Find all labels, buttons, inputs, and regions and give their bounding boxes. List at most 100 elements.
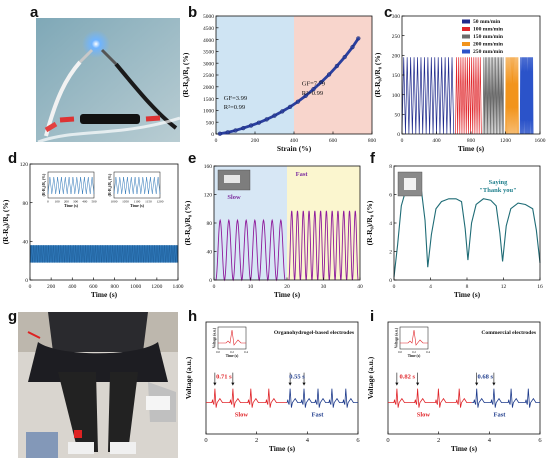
panel-label-a: a <box>30 4 39 21</box>
data-point <box>311 87 316 92</box>
y-tick-label: 40 <box>207 250 213 256</box>
y-tick-label: 100 <box>392 93 401 99</box>
data-point <box>248 123 254 128</box>
y-tick-label: 250 <box>392 34 401 40</box>
legend-label-0: 50 mm/min <box>473 19 501 25</box>
y-axis-label: (R-R₀)/R₀ (%) <box>183 200 192 245</box>
series-line-3 <box>505 57 519 135</box>
inset-tick-label: 0 <box>47 200 49 204</box>
inset-tick-label: 500 <box>91 200 96 204</box>
y-tick-label: 6 <box>389 193 392 199</box>
y-tick-label: 0 <box>211 132 214 138</box>
data-point <box>272 113 277 118</box>
y-tick-label: 120 <box>20 162 29 168</box>
legend-swatch-3 <box>462 42 470 46</box>
inset-x-label: Time (s) <box>408 354 421 358</box>
legend-swatch-1 <box>462 27 470 31</box>
inset-y-label: (R-R₀)/R₀ (%) <box>42 173 46 196</box>
fast-interval-arrowhead <box>492 382 496 386</box>
inset-x-label: Time (s) <box>130 203 145 208</box>
x-tick-label: 200 <box>47 284 56 290</box>
x-tick-label: 1000 <box>130 284 141 290</box>
fast-interval-label: 0.55 s <box>289 374 305 381</box>
fast-label: Fast <box>312 412 325 419</box>
plot-frame <box>29 163 179 281</box>
shaded-region-1 <box>294 16 372 134</box>
x-tick-label: 6 <box>356 437 360 444</box>
y-axis-label: Voltage (a.u.) <box>184 356 193 399</box>
x-tick-label: 0 <box>215 138 218 144</box>
chart-h-ecg-organohydrogel: 0 2 4 6 Time (s) Voltage (a.u.) 0.71 s 0.55 s Sl… <box>184 321 360 453</box>
x-tick-label: 8 <box>466 284 469 290</box>
inset-line-0 <box>47 176 95 195</box>
legend-label-1: 100 mm/min <box>473 27 504 33</box>
data-point <box>303 93 308 98</box>
inset-tick-label: 300 <box>73 200 78 204</box>
data-point <box>241 125 246 131</box>
slow-interval-label: 0.71 s <box>216 374 232 381</box>
y-tick-label: 50 <box>395 113 401 119</box>
data-curve <box>218 37 360 136</box>
chart-b-strain-response: 0 200 400 600 800 0 500 1000 1500 2000 2500 3000 350… <box>182 14 377 153</box>
data-point <box>342 54 347 60</box>
x-tick-label: 0 <box>213 284 216 290</box>
inset-tick-label: 1150 <box>145 200 152 204</box>
y-tick-label: 1500 <box>203 97 214 103</box>
chart-e-finger-bending: 0 10 20 30 40 0 40 80 120 160 Time (s) (R-R₀)/R₀ (%… <box>183 164 363 299</box>
x-tick-label: 1200 <box>151 284 162 290</box>
x-tick-label: 12 <box>501 284 507 290</box>
x-tick-label: 400 <box>290 138 299 144</box>
annotation-gf-2: GF=7.79 <box>302 81 325 88</box>
fast-label: Fast <box>494 412 507 419</box>
inset-tick-label: 0.2 <box>412 350 416 354</box>
series-line-4 <box>519 57 534 135</box>
inset-y-label: (R-R₀)/R₀ (%) <box>108 173 112 196</box>
chart-title: Commercial electrodes <box>481 330 536 336</box>
legend-label-3: 200 mm/min <box>473 42 504 48</box>
data-point <box>295 99 300 104</box>
y-axis-label: (R-R₀)/R₀ (%) <box>2 199 10 244</box>
x-tick-label: 800 <box>110 284 119 290</box>
legend-label-2: 150 mm/min <box>473 34 504 40</box>
y-tick-label: 0 <box>397 132 400 138</box>
y-tick-label: 500 <box>206 120 215 126</box>
y-axis-label: (R-R₀)/R₀ (%) <box>374 52 382 97</box>
x-tick-label: 400 <box>432 138 441 144</box>
y-axis-label: (R-R₀)/R₀ (%) <box>365 200 374 245</box>
panel-label-h: h <box>188 308 198 325</box>
photo-circuit-led <box>36 18 180 142</box>
inset-tick-label: 0.4 <box>426 350 430 354</box>
y-tick-label: 300 <box>392 14 401 20</box>
x-tick-label: 800 <box>368 138 377 144</box>
x-tick-label: 16 <box>537 284 543 290</box>
legend-swatch-2 <box>462 34 470 39</box>
x-axis-label: Time (s) <box>451 444 478 453</box>
y-tick-label: 3000 <box>203 61 214 67</box>
y-tick-label: 0 <box>209 278 212 284</box>
data-point <box>225 130 230 135</box>
ecg-slow-trace <box>388 388 472 408</box>
inset-beat <box>400 329 428 346</box>
x-axis-label: Time (s) <box>454 290 481 299</box>
panel-label-d: d <box>8 150 18 167</box>
inset-tick-label: 400 <box>82 200 87 204</box>
chart-i-ecg-commercial: 0 2 4 6 Time (s) Voltage (a.u.) 0.82 s 0.68 s Sl… <box>366 321 542 453</box>
data-point <box>334 63 339 69</box>
legend-label-4: 250 mm/min <box>473 49 504 55</box>
cycling-band <box>30 245 178 263</box>
series-line-0 <box>401 57 455 135</box>
inset-tick-label: 0.0 <box>398 350 402 354</box>
panel-label-b: b <box>188 4 198 21</box>
y-tick-label: 5000 <box>203 14 214 20</box>
y-tick-label: 0 <box>389 278 392 284</box>
ecg-fast-trace <box>471 388 540 408</box>
slow-interval-arrowhead <box>213 382 217 386</box>
inset-tick-label: 0.0 <box>216 350 220 354</box>
data-point <box>287 104 293 109</box>
plot-frame <box>205 321 359 435</box>
annotation-gf-1: GF=3.99 <box>224 95 247 102</box>
ecg-slow-trace <box>206 388 288 408</box>
inset-y-label: Voltage (a.u.) <box>395 327 399 348</box>
inset-frame <box>399 326 429 350</box>
